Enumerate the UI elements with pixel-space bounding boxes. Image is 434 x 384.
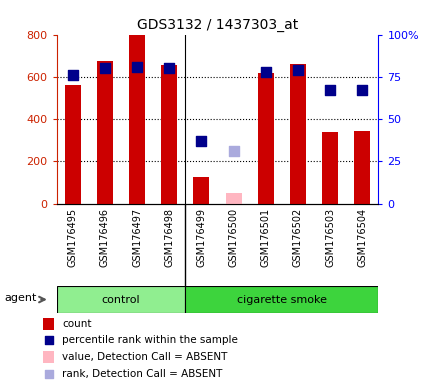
- Point: [294, 67, 301, 73]
- Point: [262, 69, 269, 75]
- Text: GSM176496: GSM176496: [100, 208, 109, 266]
- Text: GSM176502: GSM176502: [293, 208, 302, 267]
- Bar: [257, 73, 273, 204]
- Text: control: control: [102, 295, 140, 305]
- Text: GSM176501: GSM176501: [260, 208, 270, 267]
- Text: percentile rank within the sample: percentile rank within the sample: [62, 336, 237, 346]
- Text: GSM176500: GSM176500: [228, 208, 238, 267]
- Text: GSM176497: GSM176497: [132, 208, 141, 267]
- Point: [45, 338, 52, 344]
- Bar: [43, 351, 54, 363]
- Bar: [321, 132, 338, 204]
- Text: agent: agent: [4, 293, 37, 303]
- Point: [230, 148, 237, 154]
- Text: value, Detection Call = ABSENT: value, Detection Call = ABSENT: [62, 352, 227, 362]
- Text: count: count: [62, 319, 92, 329]
- Text: GSM176504: GSM176504: [357, 208, 366, 267]
- Bar: [128, 35, 145, 204]
- Point: [165, 65, 172, 71]
- Bar: [43, 318, 54, 330]
- Point: [326, 87, 333, 93]
- Bar: [56, 286, 185, 313]
- Text: GSM176499: GSM176499: [196, 208, 206, 266]
- Text: GSM176503: GSM176503: [325, 208, 334, 267]
- Bar: [97, 61, 113, 204]
- Bar: [161, 65, 177, 204]
- Bar: [65, 85, 81, 204]
- Point: [197, 138, 204, 144]
- Title: GDS3132 / 1437303_at: GDS3132 / 1437303_at: [137, 18, 297, 32]
- Text: cigarette smoke: cigarette smoke: [237, 295, 326, 305]
- Point: [45, 371, 52, 377]
- Bar: [225, 193, 241, 204]
- Text: GSM176498: GSM176498: [164, 208, 174, 266]
- Text: GSM176495: GSM176495: [68, 208, 77, 267]
- Point: [101, 65, 108, 71]
- Bar: [289, 64, 305, 204]
- Point: [133, 64, 140, 70]
- Point: [358, 87, 365, 93]
- Text: rank, Detection Call = ABSENT: rank, Detection Call = ABSENT: [62, 369, 222, 379]
- Point: [69, 72, 76, 78]
- Bar: [193, 177, 209, 204]
- Bar: [185, 286, 378, 313]
- Bar: [353, 131, 369, 204]
